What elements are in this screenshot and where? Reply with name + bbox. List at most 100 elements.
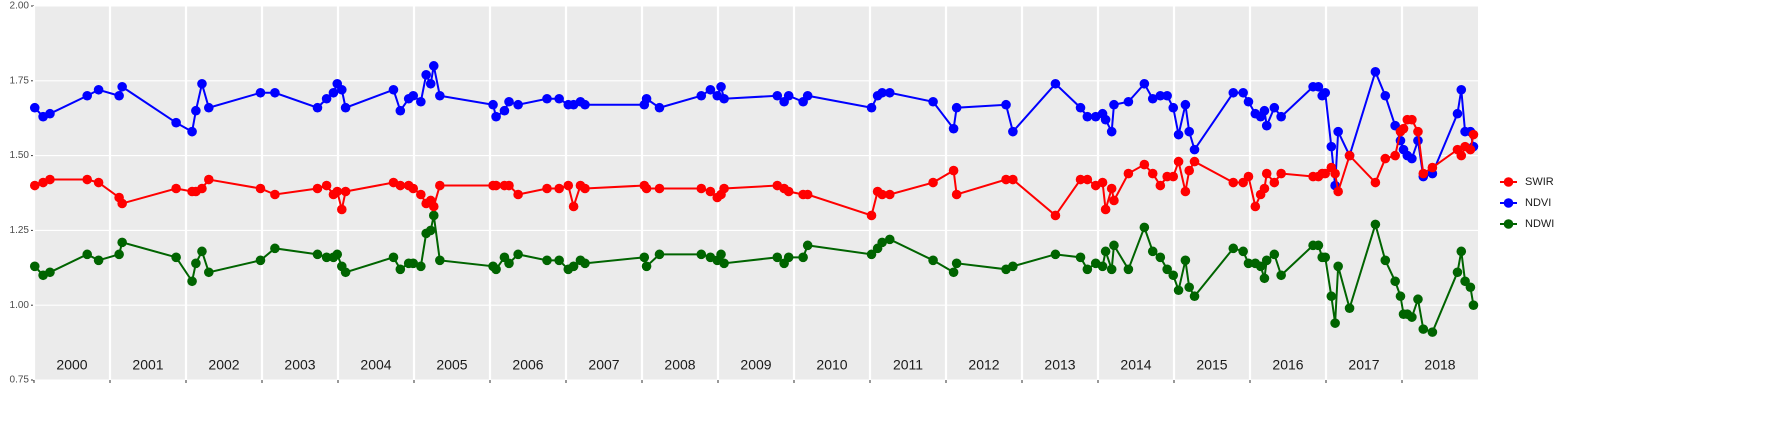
data-point [866,102,877,113]
data-point [554,255,564,266]
data-point [82,174,92,185]
data-point [1238,87,1248,98]
legend: SWIR NDVI NDWI [1500,176,1554,230]
data-point [416,96,426,107]
data-point [1155,252,1166,263]
data-point [1109,240,1119,251]
x-tick-label: 2018 [1424,357,1455,373]
data-point [802,240,813,251]
data-point [1418,168,1429,179]
data-point [45,267,55,278]
data-point [1380,90,1391,101]
data-point [1162,90,1172,101]
data-point [1008,261,1018,272]
data-point [1344,150,1355,161]
data-point [1147,246,1158,257]
data-point [1370,177,1381,188]
data-point [802,189,813,200]
data-point [1427,327,1438,337]
data-point [1123,264,1134,275]
data-point [1259,105,1270,116]
data-point [696,90,707,101]
data-point [340,102,351,113]
data-point [1106,126,1117,137]
x-tick-label: 2006 [512,357,543,373]
data-point [563,180,574,191]
data-point [1276,111,1286,122]
data-point [114,249,124,260]
data-point [1456,246,1467,257]
data-point [93,255,104,266]
data-point [542,93,552,104]
data-point [312,102,323,113]
data-point [1168,171,1179,182]
data-point [29,180,40,191]
data-point [772,90,783,101]
y-tick-label: 1.75 [10,75,30,86]
data-point [705,84,716,95]
data-point [951,258,962,269]
data-point [1123,168,1134,179]
data-point [1418,324,1429,334]
data-point [1180,99,1191,110]
data-point [187,276,197,287]
data-point [491,264,501,275]
data-point [395,180,406,191]
data-point [1269,102,1280,113]
data-point [1395,291,1406,302]
data-point [1452,108,1463,119]
data-point [1380,255,1391,266]
data-point [783,186,794,197]
data-point [504,96,514,107]
data-point [877,189,887,200]
data-point [1162,264,1172,275]
data-point [1243,171,1254,182]
data-point [491,180,501,191]
data-point [542,255,552,266]
legend-label: NDVI [1525,197,1551,209]
data-point [321,93,332,104]
data-point [408,183,419,194]
x-tick-label: 2017 [1348,357,1379,373]
data-point [1100,246,1111,257]
data-point [1259,273,1270,284]
data-point [580,258,590,269]
marks [29,61,1479,337]
data-point [1407,312,1417,322]
data-point [948,165,959,176]
data-point [948,267,959,278]
data-point [171,117,181,128]
data-point [499,105,510,116]
data-point [255,183,266,194]
data-point [1320,87,1331,98]
data-point [428,210,439,221]
data-point [1330,168,1340,179]
data-point [1380,153,1391,164]
data-point [1228,243,1239,254]
data-point [696,249,707,260]
data-point [654,183,665,194]
data-point [255,255,266,266]
data-point [951,102,962,113]
data-point [45,108,55,119]
data-point [1180,186,1191,197]
data-point [1413,294,1423,305]
data-point [1413,126,1423,137]
data-point [1390,276,1400,287]
data-point [1269,177,1280,188]
data-point [1173,129,1184,140]
data-point [877,237,887,248]
y-tick-label: 1.00 [10,300,30,311]
data-point [654,249,665,260]
data-point [1456,84,1467,95]
data-point [884,87,895,98]
data-point [580,99,590,110]
data-point [719,183,729,194]
data-point [1050,249,1061,260]
data-point [117,81,127,92]
x-tick-label: 2009 [740,357,771,373]
data-point [1326,291,1337,302]
y-tick-label: 2.00 [10,1,30,12]
data-point [337,204,347,215]
